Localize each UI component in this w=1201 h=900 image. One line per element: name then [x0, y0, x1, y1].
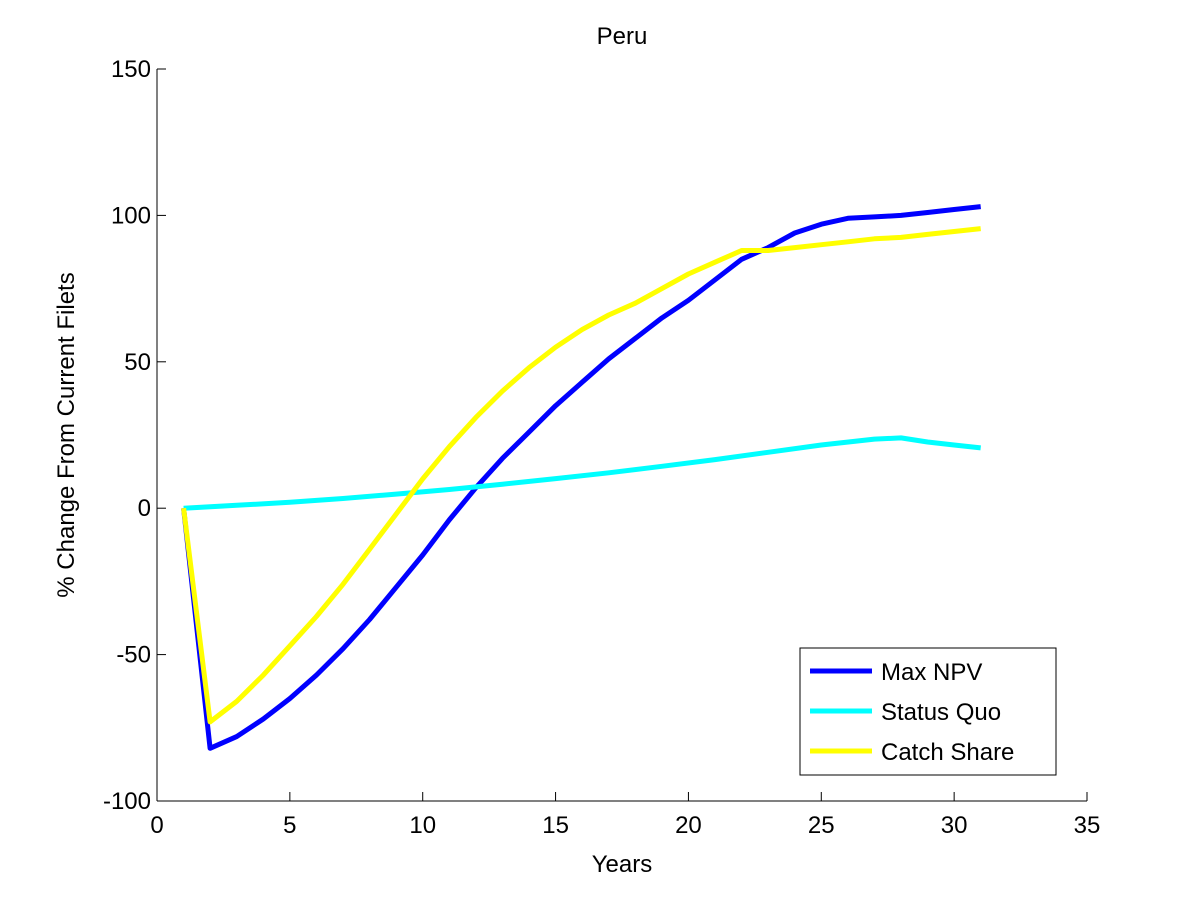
x-tick-label: 10 [409, 812, 436, 839]
y-tick-label: 50 [124, 349, 151, 376]
x-tick-label: 15 [542, 812, 569, 839]
series-line-max-npv [181, 204, 981, 751]
x-tick-label: 5 [283, 812, 296, 839]
x-tick-label: 30 [941, 812, 968, 839]
y-tick-label: -50 [116, 642, 151, 669]
legend-label-catch-share: Catch Share [881, 739, 1014, 766]
x-tick-label: 20 [675, 812, 702, 839]
chart-title: Peru [597, 23, 648, 50]
y-tick-label: 100 [111, 202, 151, 229]
series-group [181, 204, 981, 751]
y-tick-label: -100 [103, 788, 151, 815]
x-axis-label: Years [592, 851, 653, 878]
legend-label-status-quo: Status Quo [881, 699, 1001, 726]
legend: Max NPV Status Quo Catch Share [799, 647, 1057, 776]
x-tick-label: 25 [808, 812, 835, 839]
x-tick-label: 35 [1074, 812, 1101, 839]
y-axis-label: % Change From Current Filets [53, 272, 80, 597]
y-tick-label: 150 [111, 56, 151, 83]
axes: 0 5 10 15 20 25 30 35 -100 -50 0 50 100 150 [103, 56, 1100, 839]
x-tick-label: 0 [150, 812, 163, 839]
y-tick-label: 0 [138, 495, 151, 522]
legend-label-max-npv: Max NPV [881, 659, 982, 686]
series-line-status-quo [183, 435, 981, 511]
series-line-catch-share [181, 226, 981, 725]
